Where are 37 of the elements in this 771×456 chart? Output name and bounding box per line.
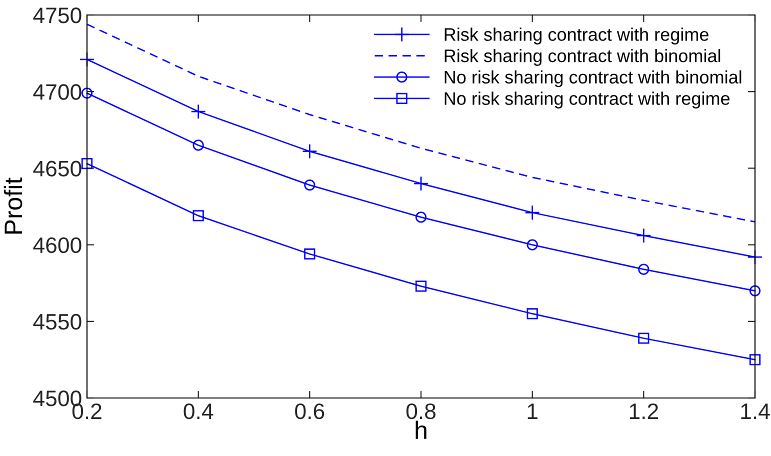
x-tick-label: 0.4 xyxy=(184,403,214,420)
point xyxy=(81,88,93,99)
x-tick-label: 0.8 xyxy=(406,403,436,420)
y-tick-label: 4600 xyxy=(33,237,82,254)
legend-label: Risk sharing contract with regime xyxy=(444,28,708,44)
point xyxy=(192,210,204,222)
x-axis-title: h xyxy=(416,420,426,439)
point xyxy=(302,144,318,159)
point xyxy=(524,204,540,220)
point xyxy=(304,179,316,191)
y-tick-label: 4750 xyxy=(33,8,82,24)
point xyxy=(749,285,761,296)
point xyxy=(638,332,650,344)
point xyxy=(415,212,427,223)
x-tick-label: 1 xyxy=(528,404,538,419)
point xyxy=(749,354,761,366)
line-series xyxy=(86,23,756,223)
x-tick-label: 1.2 xyxy=(630,403,658,419)
point xyxy=(304,248,316,260)
point xyxy=(192,140,204,151)
point xyxy=(190,104,206,120)
point xyxy=(526,308,538,320)
point xyxy=(415,280,427,292)
point xyxy=(636,228,652,244)
y-tick-label: 4650 xyxy=(33,160,82,176)
legend-label: No risk sharing contract with binomial xyxy=(444,70,742,88)
point xyxy=(526,239,538,250)
x-tick-label: 1.4 xyxy=(741,404,770,419)
point xyxy=(81,158,93,170)
point xyxy=(638,264,650,275)
y-axis-title: Profit xyxy=(4,178,22,234)
y-tick-label: 4700 xyxy=(33,84,82,100)
legend-label: Risk sharing contract with binomial xyxy=(444,48,720,66)
legend-label: No risk sharing contract with regime xyxy=(444,92,730,109)
point xyxy=(413,176,429,192)
x-tick-label: 0.6 xyxy=(295,403,324,420)
y-tick-label: 4550 xyxy=(33,314,82,330)
